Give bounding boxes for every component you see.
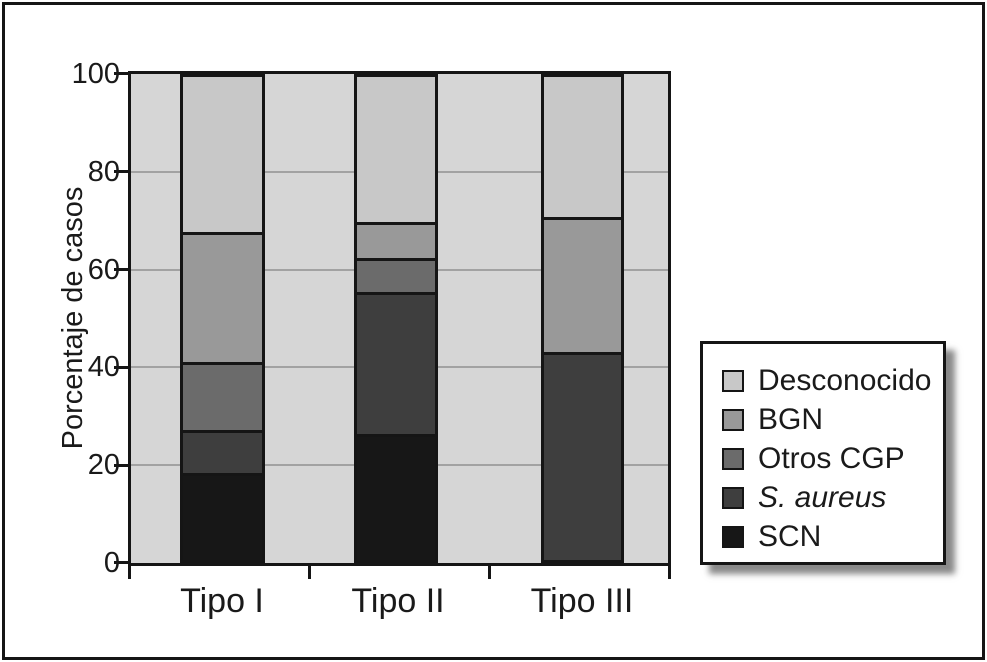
plot-area <box>128 71 671 566</box>
bar-segment-bgn <box>544 217 621 353</box>
bar-segment-otros-cgp <box>357 258 435 292</box>
bar-segment-s-aureus <box>357 291 435 435</box>
bar-segment-desconocido <box>357 77 435 222</box>
y-tick-mark-40 <box>114 366 131 369</box>
y-tick-mark-100 <box>114 72 131 75</box>
bar-segment-s-aureus <box>183 429 262 474</box>
legend-row-otros-cgp: Otros CGP <box>703 439 943 478</box>
legend-row-desconocido: Desconocido <box>703 361 943 400</box>
x-tick-label-tipo-iii: Tipo III <box>530 582 634 620</box>
bar-tipo-ii <box>354 74 438 563</box>
legend-label-bgn: BGN <box>758 402 824 436</box>
legend-label-scn: SCN <box>758 519 822 553</box>
bar-tipo-i <box>180 74 265 563</box>
bar-segment-s-aureus <box>544 352 621 560</box>
legend-row-scn: SCN <box>703 517 943 556</box>
bar-segment-bgn <box>183 231 262 362</box>
y-tick-mark-20 <box>114 464 131 467</box>
y-tick-label-100: 100 <box>71 58 120 90</box>
y-tick-mark-0 <box>114 561 131 564</box>
legend-row-bgn: BGN <box>703 400 943 439</box>
x-tick-mark-right <box>668 566 671 579</box>
legend-label-desconocido: Desconocido <box>758 363 932 397</box>
legend-swatch-scn <box>722 525 744 548</box>
legend: Desconocido BGN Otros CGP S. aureus SCN <box>700 341 946 565</box>
bar-segment-bgn <box>357 221 435 259</box>
legend-swatch-bgn <box>722 408 744 431</box>
x-tick-mark-mid2 <box>488 566 491 579</box>
y-tick-mark-80 <box>114 170 131 173</box>
x-tick-label-tipo-ii: Tipo II <box>351 582 445 620</box>
y-tick-label-0: 0 <box>103 547 120 579</box>
legend-swatch-s-aureus <box>722 486 744 509</box>
y-tick-label-40: 40 <box>87 351 120 383</box>
legend-label-s-aureus: S. aureus <box>758 480 887 514</box>
legend-row-s-aureus: S. aureus <box>703 478 943 517</box>
x-tick-mark-left <box>128 566 131 579</box>
x-tick-label-tipo-i: Tipo I <box>180 582 264 620</box>
bar-segment-otros-cgp <box>183 361 262 430</box>
bar-segment-scn <box>183 473 262 560</box>
y-tick-label-80: 80 <box>87 156 120 188</box>
y-tick-mark-60 <box>114 268 131 271</box>
bar-segment-desconocido <box>183 77 262 232</box>
bar-segment-scn <box>357 434 435 560</box>
bar-tipo-iii <box>541 74 624 563</box>
legend-swatch-desconocido <box>722 369 744 392</box>
x-tick-mark-mid1 <box>308 566 311 579</box>
bar-segment-desconocido <box>544 77 621 218</box>
legend-swatch-otros-cgp <box>722 447 744 470</box>
y-tick-label-60: 60 <box>87 254 120 286</box>
legend-label-otros-cgp: Otros CGP <box>758 441 905 475</box>
y-tick-label-20: 20 <box>87 449 120 481</box>
